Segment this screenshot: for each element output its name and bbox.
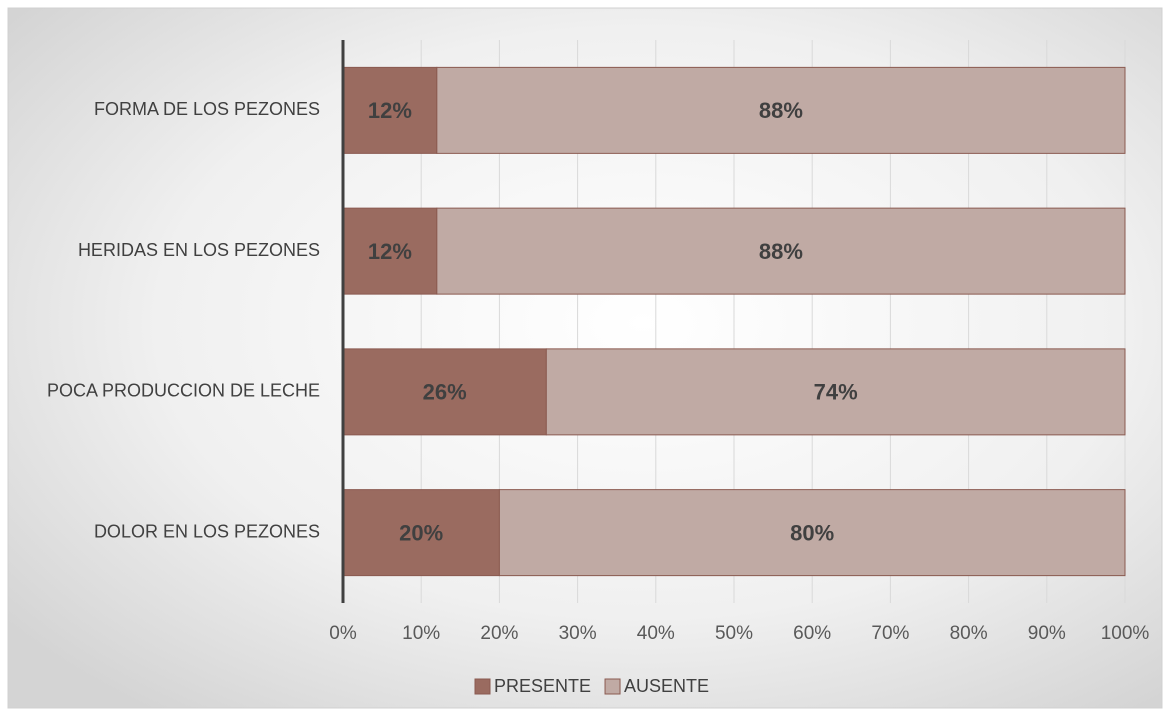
x-tick-label: 0%: [329, 623, 357, 644]
x-tick-label: 40%: [637, 623, 675, 644]
data-label: 88%: [759, 239, 803, 264]
legend-swatch: [604, 678, 621, 695]
y-tick-label: FORMA DE LOS PEZONES: [94, 99, 320, 119]
x-tick-label: 10%: [402, 623, 440, 644]
y-tick-label: HERIDAS EN LOS PEZONES: [78, 240, 320, 260]
x-tick-label: 20%: [480, 623, 518, 644]
bar-segment: [342, 207, 438, 295]
data-label: 12%: [368, 239, 412, 264]
bar-segment: [342, 66, 438, 154]
legend-swatch: [474, 678, 491, 695]
x-tick-label: 70%: [871, 623, 909, 644]
x-tick-label: 100%: [1101, 623, 1150, 644]
legend-label: AUSENTE: [624, 676, 709, 696]
data-label: 20%: [399, 520, 443, 545]
data-label: 12%: [368, 98, 412, 123]
data-label: 74%: [814, 380, 858, 405]
bar-segment: [436, 66, 1126, 154]
x-tick-label: 60%: [793, 623, 831, 644]
bar-segment: [545, 348, 1126, 436]
bar-segment: [498, 489, 1126, 577]
x-tick-label: 50%: [715, 623, 753, 644]
data-label: 80%: [790, 520, 834, 545]
x-tick-label: 30%: [559, 623, 597, 644]
data-label: 88%: [759, 98, 803, 123]
y-tick-label: POCA PRODUCCION DE LECHE: [47, 381, 320, 401]
x-tick-label: 90%: [1028, 623, 1066, 644]
data-label: 26%: [423, 380, 467, 405]
bar-segment: [342, 348, 547, 436]
y-tick-label: DOLOR EN LOS PEZONES: [94, 521, 320, 541]
legend-label: PRESENTE: [494, 676, 591, 696]
x-tick-label: 80%: [950, 623, 988, 644]
bar-segment: [436, 207, 1126, 295]
